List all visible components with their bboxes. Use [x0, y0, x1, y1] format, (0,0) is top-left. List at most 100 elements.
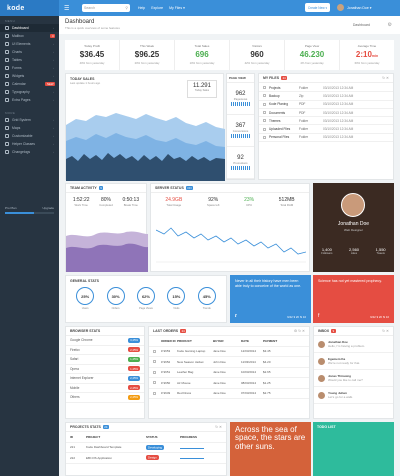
file-row[interactable]: Uploaded Files Folder 03/10/2013 12:34 AM	[259, 125, 393, 134]
avatar	[318, 357, 325, 365]
file-row[interactable]: Projects Folder 03/10/2013 12:34 AM	[259, 84, 393, 93]
chevron-right-icon: ›	[53, 98, 54, 102]
sidebar-item-customizable[interactable]: Customizable ›	[0, 132, 59, 140]
sidebar-item-label: Tables	[12, 58, 22, 62]
sidebar-item-forms[interactable]: Forms ›	[0, 64, 59, 72]
sidebar-item-changelogs[interactable]: Changelogs ›	[0, 148, 59, 156]
table-row[interactable]: # 9653 Kode Gaming Laptop Jane Doe 12/03/20…	[149, 347, 309, 357]
sidebar-item-typography[interactable]: Typography ›	[0, 88, 59, 96]
inbox-message[interactable]: Jonas Thirasing Would you like to call me…	[314, 370, 393, 387]
pro-plan-label: Pro Plan	[5, 206, 17, 210]
user-menu[interactable]: Jonathan Doe ▾	[337, 4, 372, 11]
search-icon[interactable]: ⚲	[125, 6, 128, 10]
table-row[interactable]: 221 Kode Dashboard Template Developing	[66, 443, 226, 453]
table-row[interactable]: # 9649 Red Dress Jane Doe 07/03/2014 $2.75	[149, 389, 309, 399]
row-checkbox[interactable]	[153, 381, 156, 385]
inbox-message[interactable]: Young Juhan Let's go for a walk.	[314, 387, 393, 404]
inbox-message[interactable]: Jonathan Doe Hello, I'm having a problem.	[314, 336, 393, 353]
sidebar-item-charts[interactable]: Charts ›	[0, 48, 59, 56]
table-header-row: ID PROJECT STATUS PROGRESS	[66, 432, 226, 443]
file-checkbox[interactable]	[263, 86, 266, 90]
nav-help[interactable]: Help	[138, 6, 146, 10]
stat-item: 1:52:22 Work Time	[73, 197, 90, 207]
page-view-label: Promotions	[233, 161, 248, 165]
file-checkbox[interactable]	[263, 94, 266, 98]
file-checkbox[interactable]	[263, 111, 266, 115]
profile-stat: 2,560 Likes	[349, 247, 359, 255]
sidebar-item-label: Mailbox	[12, 34, 24, 38]
file-name: Kode Planing	[269, 102, 288, 107]
file-checkbox[interactable]	[263, 127, 266, 131]
table-cell: 12/03/2014	[241, 349, 257, 354]
upgrade-link[interactable]: Upgrade	[42, 206, 54, 210]
table-row[interactable]: # 9651 Leather Bag Jane Doe 10/03/2014 $2.65	[149, 368, 309, 378]
sidebar-item-grid-system[interactable]: Grid System ›	[0, 116, 59, 124]
team-activity-title: TEAM ACTIVITY	[70, 186, 97, 190]
kpi-value-number: $96.25	[134, 50, 160, 59]
file-checkbox[interactable]	[263, 102, 266, 106]
sidebar-item-ui-elements[interactable]: UI Elements ›	[0, 40, 59, 48]
settings-icon[interactable]: ⚙	[387, 22, 392, 28]
brand-logo[interactable]: kode	[0, 0, 59, 16]
row-checkbox[interactable]	[153, 370, 156, 374]
table-row[interactable]: # 9652 New Season Jacket John Doe 11/03/201…	[149, 357, 309, 368]
page-header: Dashboard This is a quick overview of so…	[59, 16, 400, 34]
general-stat-label: Visits	[173, 307, 180, 310]
nav-explore[interactable]: Explore	[151, 6, 164, 10]
file-date: 03/10/2013 12:34 AM	[323, 102, 354, 107]
file-row[interactable]: Themes Folder 03/10/2013 12:34 AM	[259, 117, 393, 126]
general-stat: 45% Trends	[197, 287, 216, 310]
search-input[interactable]: Search ⚲	[82, 4, 130, 12]
table-cell: $2.65	[263, 370, 271, 375]
sidebar-item-maps[interactable]: Maps ›	[0, 124, 59, 132]
search-placeholder: Search	[84, 6, 96, 10]
table-header-cell: ID	[70, 434, 73, 439]
file-row[interactable]: Kode Planing PDF 03/10/2013 12:34 AM	[259, 101, 393, 109]
stat-label: Total RAM	[280, 203, 294, 207]
file-row[interactable]: Personal Files Folder 03/10/2013 12:34 AM	[259, 134, 393, 143]
message-text: Jonas Thirasing Would you like to call me…	[328, 374, 363, 382]
table-cell: Jane Doe	[213, 370, 226, 375]
inbox-message[interactable]: Egemem Ka We're not ready for that.	[314, 353, 393, 370]
file-row[interactable]: Documents PDF 03/10/2013 12:34 AM	[259, 109, 393, 118]
table-row[interactable]: # 9650 Air Mouse Jane Doe 08/03/2014 $1.25	[149, 378, 309, 389]
projects-tools-icon[interactable]: ↻ ✕	[215, 425, 222, 429]
table-header-cell: DATE	[241, 338, 249, 343]
sidebar-item-mailbox[interactable]: Mailbox 4	[0, 32, 59, 40]
project-status: Design	[146, 455, 180, 461]
row-checkbox[interactable]	[153, 391, 156, 395]
file-date: 03/10/2013 12:34 AM	[323, 127, 354, 132]
file-row[interactable]: Backup Zip 03/10/2013 12:34 AM	[259, 92, 393, 101]
create-new-button[interactable]: Create New ▾	[305, 3, 330, 12]
file-checkbox[interactable]	[263, 135, 266, 139]
row-checkbox[interactable]	[153, 349, 156, 353]
facebook-icon[interactable]: f	[318, 313, 320, 319]
row-checkbox[interactable]	[153, 360, 156, 364]
inbox-tools-icon[interactable]: ↻ ✕	[382, 329, 389, 333]
breadcrumb[interactable]: Dashboard	[352, 23, 370, 27]
nav-my-files[interactable]: My Files ▾	[169, 6, 185, 10]
menu-icon[interactable]: ☰	[64, 5, 70, 12]
sidebar-item-extra-pages[interactable]: Extra Pages ›	[0, 96, 59, 104]
browser-percent-badge: 2,45%	[128, 375, 140, 381]
table-cell: John Doe	[213, 359, 226, 364]
projects-stats-title: PROJECTS STATS	[70, 425, 101, 429]
kpi-value: $36.45	[80, 50, 104, 59]
sidebar-item-tables[interactable]: Tables ›	[0, 56, 59, 64]
sidebar-item-dashboard[interactable]: Dashboard ›	[0, 24, 59, 32]
file-checkbox[interactable]	[263, 119, 266, 123]
kpi-value-number: $36.45	[79, 50, 105, 59]
table-header-cell: ORDER ID	[161, 338, 176, 343]
sidebar-item-widgets[interactable]: Widgets ›	[0, 72, 59, 80]
refresh-icon[interactable]: ↻ ✕	[382, 76, 389, 80]
kpi-value-number: 696	[195, 50, 209, 59]
stat-value: 0:50:13	[122, 197, 140, 203]
card-tools-icon[interactable]: ⚙ ↻ ✕	[294, 329, 305, 333]
twitter-icon[interactable]: 𝒕	[235, 313, 237, 319]
project-id: 221	[70, 445, 76, 450]
sidebar-item-calendar[interactable]: Calendar NEW	[0, 80, 59, 88]
sidebar-item-helper-classes[interactable]: Helper Classes ›	[0, 140, 59, 148]
chevron-right-icon: ›	[53, 66, 54, 70]
table-row[interactable]: 222 EBI iOS Application Design	[66, 453, 226, 464]
team-activity-chart	[66, 231, 148, 272]
